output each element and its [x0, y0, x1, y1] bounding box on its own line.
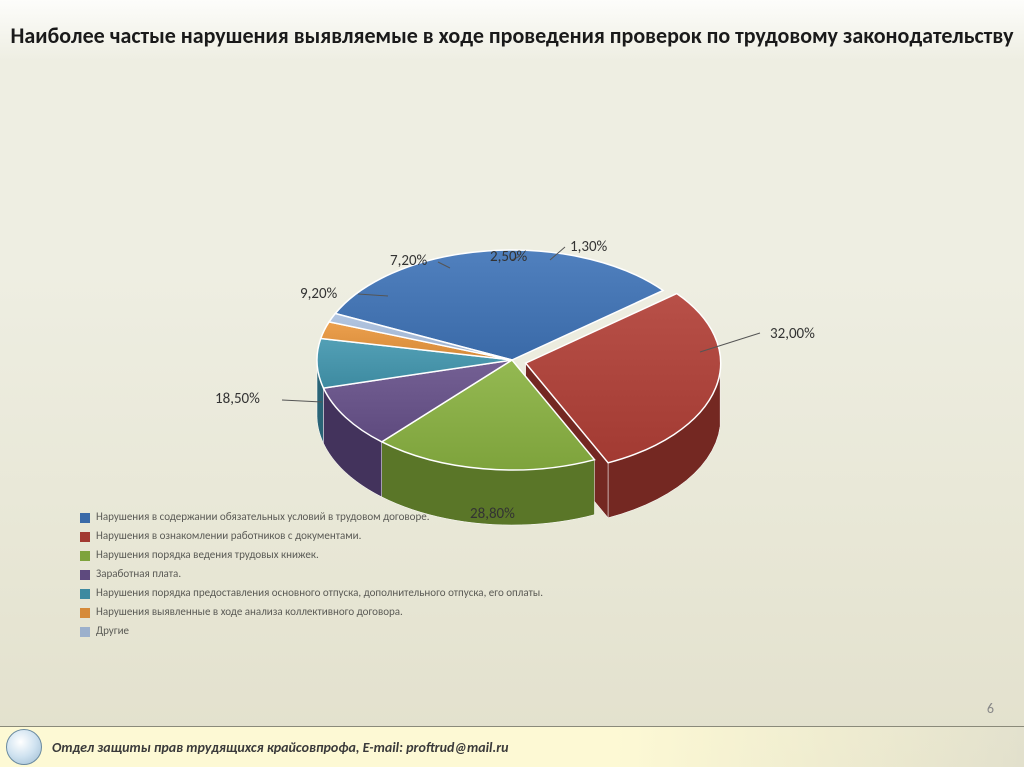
chart-title: Наиболее частые нарушения выявляемые в х…: [0, 22, 1024, 50]
legend-swatch: [80, 551, 90, 561]
slice-label: 18,50%: [215, 390, 260, 408]
legend-label: Нарушения порядка ведения трудовых книже…: [96, 548, 319, 561]
legend-swatch: [80, 608, 90, 618]
footer-bar: Отдел защиты прав трудящихся крайсовпроф…: [0, 726, 1024, 767]
legend-swatch: [80, 532, 90, 542]
legend-item: Нарушения выявленные в ходе анализа колл…: [80, 605, 860, 618]
legend-item: Нарушения порядка ведения трудовых книже…: [80, 548, 860, 561]
legend-item: Заработная плата.: [80, 567, 860, 580]
pie-chart-svg: [0, 110, 1024, 530]
legend-item: Другие: [80, 624, 860, 637]
legend-swatch: [80, 513, 90, 523]
legend-item: Нарушения в ознакомлении работников с до…: [80, 529, 860, 542]
footer-text: Отдел защиты прав трудящихся крайсовпроф…: [52, 739, 509, 756]
legend-label: Нарушения порядка предоставления основно…: [96, 586, 543, 599]
slice-label: 2,50%: [490, 248, 527, 266]
footer-logo-icon: [6, 729, 42, 765]
legend-swatch: [80, 570, 90, 580]
slice-label: 32,00%: [770, 325, 815, 343]
legend: Нарушения в содержании обязательных усло…: [80, 510, 860, 643]
legend-swatch: [80, 589, 90, 599]
legend-label: Нарушения в содержании обязательных усло…: [96, 510, 430, 523]
legend-item: Нарушения порядка предоставления основно…: [80, 586, 860, 599]
legend-label: Нарушения выявленные в ходе анализа колл…: [96, 605, 403, 618]
legend-label: Нарушения в ознакомлении работников с до…: [96, 529, 361, 542]
legend-item: Нарушения в содержании обязательных усло…: [80, 510, 860, 523]
legend-swatch: [80, 627, 90, 637]
pie-chart-container: 32,00%28,80%18,50%9,20%7,20%2,50%1,30%: [0, 110, 1024, 490]
legend-label: Заработная плата.: [96, 567, 181, 580]
slice-label: 1,30%: [570, 238, 607, 256]
slice-label: 7,20%: [390, 252, 427, 270]
slice-label: 9,20%: [300, 285, 337, 303]
legend-label: Другие: [96, 624, 129, 637]
page-number: 6: [987, 700, 994, 717]
